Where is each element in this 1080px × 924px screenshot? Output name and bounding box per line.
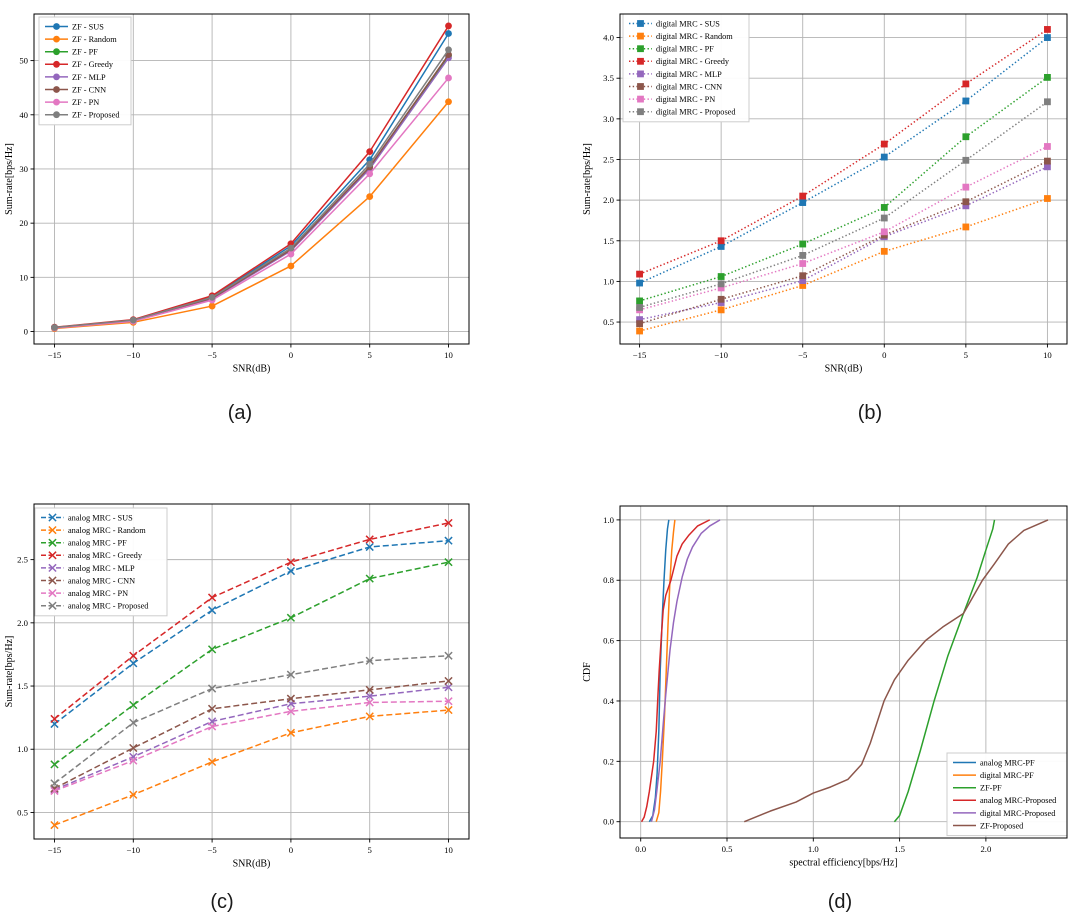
svg-text:0.4: 0.4: [603, 696, 615, 706]
svg-text:0: 0: [289, 845, 294, 855]
svg-text:digital MRC-PF: digital MRC-PF: [980, 771, 1034, 780]
svg-text:SNR(dB): SNR(dB): [233, 859, 271, 870]
svg-text:3.5: 3.5: [603, 73, 614, 83]
caption-d: (d): [827, 891, 853, 913]
svg-text:−15: −15: [48, 350, 62, 360]
svg-text:ZF - Proposed: ZF - Proposed: [72, 111, 120, 120]
svg-text:0.8: 0.8: [603, 575, 615, 585]
svg-text:digital MRC - Proposed: digital MRC - Proposed: [656, 108, 736, 117]
svg-text:analog MRC - Proposed: analog MRC - Proposed: [68, 602, 149, 611]
svg-text:0.2: 0.2: [603, 756, 614, 766]
svg-text:1.0: 1.0: [17, 744, 29, 754]
svg-text:3.0: 3.0: [603, 114, 615, 124]
svg-text:digital MRC - SUS: digital MRC - SUS: [656, 19, 720, 28]
svg-text:digital MRC-Proposed: digital MRC-Proposed: [980, 809, 1056, 818]
svg-text:−10: −10: [714, 350, 728, 360]
svg-text:0.5: 0.5: [722, 844, 733, 854]
svg-text:10: 10: [19, 272, 28, 282]
svg-text:5: 5: [368, 350, 372, 360]
svg-text:2.0: 2.0: [980, 844, 992, 854]
svg-text:1.5: 1.5: [17, 681, 28, 691]
svg-text:2.0: 2.0: [17, 618, 29, 628]
svg-text:0.5: 0.5: [17, 807, 28, 817]
chart-c-analog-mrc-sumrate: −15 −10 −5 0 5 10 0.5 1.0 1.5 2.0 2.5 SNR(dB) Sum-ra…: [4, 503, 470, 870]
svg-text:1.5: 1.5: [603, 236, 614, 246]
svg-text:CDF: CDF: [582, 662, 593, 682]
svg-text:10: 10: [444, 845, 453, 855]
svg-text:−5: −5: [798, 350, 807, 360]
svg-text:−10: −10: [126, 350, 140, 360]
svg-text:ZF - CNN: ZF - CNN: [72, 85, 106, 94]
svg-text:20: 20: [19, 218, 28, 228]
svg-text:analog MRC - Greedy: analog MRC - Greedy: [68, 551, 143, 560]
svg-text:analog MRC - MLP: analog MRC - MLP: [68, 564, 135, 573]
chart-a-zf-sumrate: −15 −10 −5 0 5 10 0 10 20 30 40 50 SNR(dB) Sum-rate[b…: [4, 13, 470, 375]
svg-text:Sum-rate[bps/Hz]: Sum-rate[bps/Hz]: [582, 143, 593, 215]
svg-text:digital MRC - MLP: digital MRC - MLP: [656, 70, 722, 79]
svg-text:digital MRC - PN: digital MRC - PN: [656, 95, 715, 104]
svg-text:1.0: 1.0: [603, 515, 615, 525]
svg-text:−15: −15: [633, 350, 647, 360]
svg-text:4.0: 4.0: [603, 33, 615, 43]
svg-text:ZF - PF: ZF - PF: [72, 48, 98, 57]
svg-text:ZF-PF: ZF-PF: [980, 784, 1002, 793]
chart-b-digital-mrc-sumrate: −15 −10 −5 0 5 10 0.5 1.0 1.5 2.0 2.5 3.0 3.5 4.0 SNR(…: [582, 13, 1068, 375]
chart-d-cdf: 0.0 0.5 1.0 1.5 2.0 0.0 0.2 0.4 0.6 0.8 1.0 spectra…: [582, 505, 1068, 869]
svg-text:analog MRC-Proposed: analog MRC-Proposed: [980, 796, 1057, 805]
caption-a: (a): [227, 402, 253, 424]
svg-text:1.5: 1.5: [894, 844, 905, 854]
svg-text:0: 0: [289, 350, 294, 360]
svg-text:1.0: 1.0: [808, 844, 820, 854]
svg-text:5: 5: [964, 350, 968, 360]
svg-text:analog MRC - CNN: analog MRC - CNN: [68, 576, 135, 585]
svg-text:50: 50: [19, 56, 28, 66]
svg-text:analog MRC-PF: analog MRC-PF: [980, 758, 1035, 767]
svg-text:analog MRC - Random: analog MRC - Random: [68, 526, 146, 535]
caption-b: (b): [857, 402, 883, 424]
svg-text:spectral efficiency[bps/Hz]: spectral efficiency[bps/Hz]: [789, 858, 897, 869]
svg-text:0.0: 0.0: [603, 817, 615, 827]
svg-text:−5: −5: [207, 845, 216, 855]
svg-text:40: 40: [19, 110, 28, 120]
svg-text:30: 30: [19, 164, 28, 174]
svg-text:1.0: 1.0: [603, 276, 615, 286]
svg-text:2.5: 2.5: [17, 555, 28, 565]
svg-text:digital MRC - CNN: digital MRC - CNN: [656, 82, 722, 91]
svg-text:0: 0: [24, 327, 29, 337]
svg-text:5: 5: [368, 845, 372, 855]
svg-text:digital MRC - PF: digital MRC - PF: [656, 45, 714, 54]
svg-text:ZF - SUS: ZF - SUS: [72, 22, 104, 31]
svg-text:SNR(dB): SNR(dB): [233, 364, 271, 375]
svg-text:analog MRC - PF: analog MRC - PF: [68, 539, 127, 548]
svg-text:0.5: 0.5: [603, 317, 614, 327]
svg-text:Sum-rate[bps/Hz]: Sum-rate[bps/Hz]: [4, 636, 15, 708]
svg-text:10: 10: [444, 350, 453, 360]
caption-c: (c): [210, 891, 234, 913]
svg-text:0.6: 0.6: [603, 636, 615, 646]
svg-text:−10: −10: [126, 845, 140, 855]
svg-text:ZF - Greedy: ZF - Greedy: [72, 60, 114, 69]
svg-text:digital MRC - Random: digital MRC - Random: [656, 32, 733, 41]
svg-text:−15: −15: [48, 845, 62, 855]
svg-text:2.5: 2.5: [603, 154, 614, 164]
svg-text:analog MRC - PN: analog MRC - PN: [68, 589, 128, 598]
svg-text:ZF - Random: ZF - Random: [72, 35, 117, 44]
svg-text:ZF - PN: ZF - PN: [72, 98, 99, 107]
svg-text:analog MRC - SUS: analog MRC - SUS: [68, 513, 133, 522]
svg-text:digital MRC - Greedy: digital MRC - Greedy: [656, 57, 730, 66]
svg-text:2.0: 2.0: [603, 195, 615, 205]
svg-text:SNR(dB): SNR(dB): [825, 364, 863, 375]
svg-text:ZF - MLP: ZF - MLP: [72, 73, 106, 82]
svg-text:ZF-Proposed: ZF-Proposed: [980, 821, 1024, 830]
svg-text:0: 0: [882, 350, 887, 360]
svg-text:0.0: 0.0: [635, 844, 647, 854]
svg-text:−5: −5: [207, 350, 216, 360]
svg-text:10: 10: [1043, 350, 1052, 360]
svg-text:Sum-rate[bps/Hz]: Sum-rate[bps/Hz]: [4, 143, 15, 215]
